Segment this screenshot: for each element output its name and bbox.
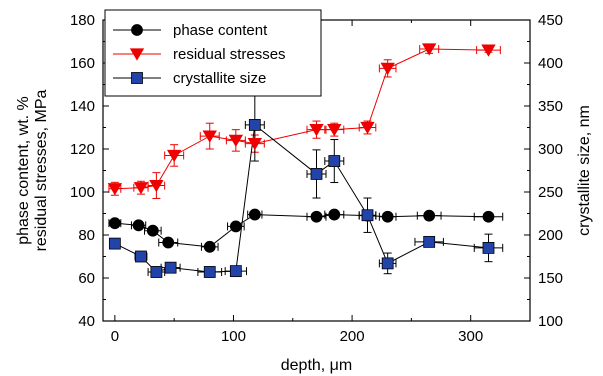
- data-point: [360, 121, 375, 135]
- legend-label: residual stresses: [173, 46, 286, 63]
- y2-tick-label: 250: [538, 184, 563, 201]
- data-point: [309, 124, 324, 137]
- data-point: [380, 62, 395, 76]
- data-point: [107, 183, 123, 196]
- data-point: [423, 235, 436, 248]
- y-tick-label: 160: [70, 55, 95, 72]
- x-axis-title: depth, μm: [281, 357, 352, 374]
- data-point: [203, 266, 216, 278]
- y-tick-label: 180: [70, 12, 95, 29]
- y-tick-label: 80: [78, 227, 95, 244]
- y2-tick-label: 400: [538, 55, 563, 72]
- data-point: [481, 44, 496, 57]
- data-point: [149, 179, 164, 193]
- data-point: [423, 209, 436, 222]
- data-point: [132, 219, 145, 232]
- x-tick-label: 0: [111, 328, 119, 345]
- x-tick-label: 300: [458, 328, 483, 345]
- data-point: [248, 119, 261, 131]
- data-point: [247, 138, 263, 151]
- data-point: [146, 224, 159, 237]
- y-axis-title-line1: phase content, wt. %: [15, 96, 32, 245]
- legend-label: phase content: [173, 22, 268, 39]
- data-point: [248, 208, 261, 221]
- legend-label: crystallite size: [173, 70, 266, 87]
- data-point: [135, 250, 147, 263]
- data-point: [482, 241, 495, 254]
- data-point: [108, 237, 121, 250]
- x-tick-label: 200: [340, 328, 365, 345]
- x-tick-label: 100: [221, 328, 246, 345]
- data-point: [421, 43, 437, 56]
- y2-tick-label: 300: [538, 141, 563, 158]
- data-point: [108, 217, 121, 230]
- data-point: [482, 210, 495, 223]
- data-point: [229, 220, 242, 233]
- legend-marker: [129, 48, 145, 61]
- data-point: [381, 257, 394, 270]
- data-point: [229, 265, 242, 278]
- data-point: [327, 124, 342, 137]
- data-point: [133, 182, 149, 195]
- y2-axis-title: crystallite size, nm: [576, 105, 593, 236]
- data-point: [328, 155, 341, 167]
- data-point: [164, 261, 177, 274]
- data-point: [310, 210, 323, 223]
- y-axis-title-line2: residual stresses, MPa: [33, 89, 50, 251]
- data-point: [310, 168, 323, 180]
- legend-marker: [131, 24, 143, 36]
- data-point: [381, 210, 394, 223]
- data-point: [228, 134, 244, 148]
- y2-tick-label: 150: [538, 270, 563, 287]
- y-tick-label: 140: [70, 98, 95, 115]
- y2-tick-label: 200: [538, 227, 563, 244]
- legend-marker: [131, 72, 143, 84]
- data-point: [361, 209, 374, 222]
- y2-tick-label: 450: [538, 12, 563, 29]
- y-tick-label: 100: [70, 184, 95, 201]
- data-point: [166, 149, 182, 163]
- y-tick-label: 40: [78, 313, 95, 330]
- y-tick-label: 120: [70, 141, 95, 158]
- data-point: [203, 240, 216, 253]
- data-point: [162, 236, 175, 249]
- series-line: [114, 123, 489, 273]
- data-point: [150, 266, 163, 278]
- y-tick-label: 60: [78, 270, 95, 287]
- y2-tick-label: 350: [538, 98, 563, 115]
- y2-tick-label: 100: [538, 313, 563, 330]
- data-point: [202, 130, 217, 143]
- data-point: [328, 208, 341, 221]
